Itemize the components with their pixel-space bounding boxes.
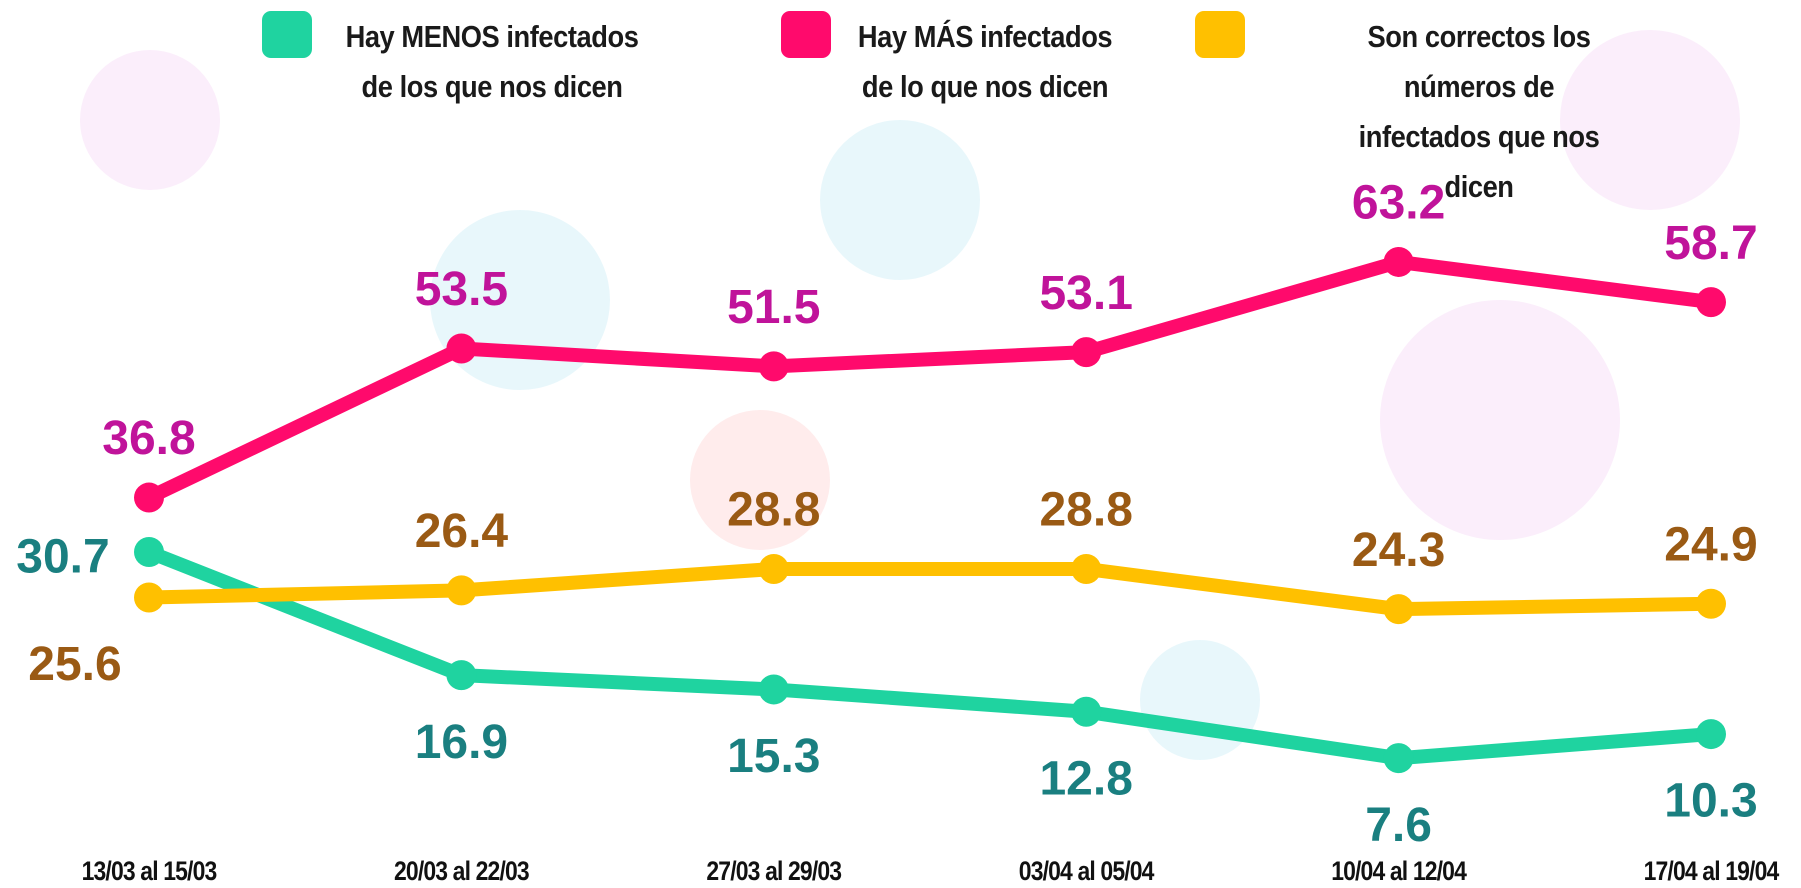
series-line — [146, 545, 1712, 766]
data-label: 58.7 — [1664, 217, 1757, 270]
x-tick-label: 10/04 al 12/04 — [1331, 856, 1467, 886]
data-label: 28.8 — [727, 484, 820, 537]
data-label: 53.1 — [1039, 267, 1132, 320]
data-label: 24.9 — [1664, 518, 1757, 571]
legend-label: Hay MÁS infectados de lo que nos dicen — [857, 19, 1113, 104]
data-point — [1696, 287, 1726, 318]
legend-label: Hay MENOS infectados de los que nos dice… — [345, 19, 639, 104]
data-point — [446, 575, 477, 606]
data-point — [1071, 553, 1102, 584]
data-point — [758, 553, 789, 584]
x-tick-label: 27/03 al 29/03 — [706, 856, 842, 886]
series-line — [145, 254, 1712, 504]
data-point — [134, 582, 164, 613]
data-label: 51.5 — [727, 281, 820, 334]
legend-swatch — [781, 11, 831, 58]
data-point — [1383, 246, 1414, 277]
x-tick-label: 03/04 al 05/04 — [1019, 856, 1155, 886]
data-label: 7.6 — [1365, 799, 1432, 852]
legend-label: Son correctos los números de infectados … — [1358, 19, 1600, 204]
data-point — [758, 351, 789, 382]
data-label: 53.5 — [415, 263, 508, 316]
data-point — [134, 537, 164, 568]
legend-swatch — [1195, 11, 1245, 58]
data-point — [1071, 337, 1102, 368]
data-point — [1383, 594, 1414, 625]
x-tick-label: 13/03 al 15/03 — [82, 856, 218, 886]
data-label: 25.6 — [28, 638, 121, 691]
data-point — [446, 333, 477, 364]
data-point — [1696, 719, 1726, 750]
x-tick-label: 20/03 al 22/03 — [394, 856, 530, 886]
data-point — [1071, 696, 1102, 727]
data-point — [134, 482, 164, 513]
data-label: 30.7 — [16, 531, 109, 584]
data-label: 16.9 — [415, 716, 508, 769]
data-label: 26.4 — [415, 505, 509, 558]
data-point — [1383, 743, 1414, 774]
x-tick-label: 17/04 al 19/04 — [1644, 856, 1780, 886]
data-label: 24.3 — [1352, 524, 1445, 577]
data-label: 28.8 — [1039, 484, 1132, 537]
data-label: 10.3 — [1664, 775, 1757, 828]
data-label: 36.8 — [102, 412, 195, 465]
data-label: 15.3 — [727, 730, 820, 783]
data-label: 63.2 — [1352, 177, 1445, 230]
series-line — [148, 561, 1712, 617]
data-point — [1696, 588, 1726, 619]
data-label: 12.8 — [1039, 752, 1132, 805]
data-point — [446, 660, 477, 691]
data-point — [758, 674, 789, 705]
legend-swatch — [262, 11, 312, 58]
